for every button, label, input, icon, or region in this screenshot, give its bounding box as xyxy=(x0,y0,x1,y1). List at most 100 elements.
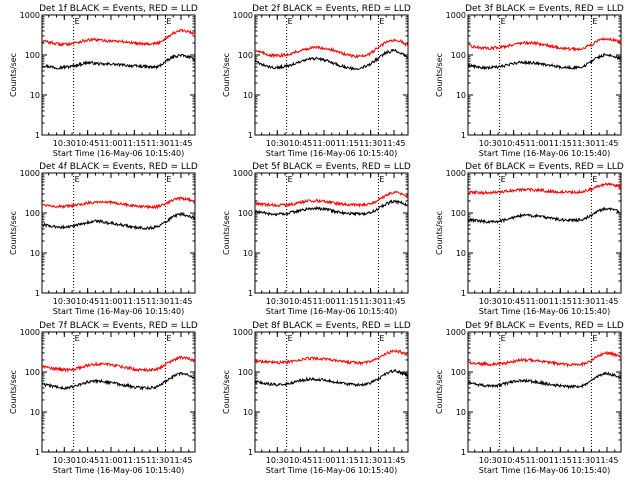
x-tick-label: 11:15 xyxy=(336,456,359,465)
x-axis-label: Start Time (16-May-06 10:15:40) xyxy=(53,466,184,475)
event-marker-label: E xyxy=(501,334,506,343)
x-tick-label: 11:45 xyxy=(382,297,405,306)
x-tick-label: 11:30 xyxy=(146,456,169,465)
series-line-lld xyxy=(255,190,409,209)
x-tick-label: 11:45 xyxy=(382,456,405,465)
x-tick-label: 10:30 xyxy=(266,297,289,306)
x-tick-label: 11:15 xyxy=(123,297,146,306)
panel-title: Det 4f BLACK = Events, RED = LLD xyxy=(39,162,198,172)
series-line-events xyxy=(467,53,622,71)
plot-frame xyxy=(467,331,622,453)
series-line-lld xyxy=(254,38,409,59)
panel-det-2f: Det 2f BLACK = Events, RED = LLD 1 10 100 10… xyxy=(222,4,411,158)
y-tick-label: 10 xyxy=(243,408,253,417)
x-tick-label: 11:45 xyxy=(595,456,618,465)
x-tick-label: 10:30 xyxy=(53,456,76,465)
y-tick-label: 10 xyxy=(30,249,40,258)
event-marker-label: E xyxy=(379,17,384,26)
y-axis-label: Counts/sec xyxy=(435,211,444,255)
x-tick-label: 11:30 xyxy=(572,297,595,306)
series-line-lld xyxy=(467,36,622,52)
x-tick-label: 10:30 xyxy=(266,139,289,148)
plot-frame xyxy=(254,14,409,136)
y-tick-label: 10 xyxy=(456,91,466,100)
panel-title: Det 1f BLACK = Events, RED = LLD xyxy=(39,4,198,14)
y-tick-label: 10 xyxy=(243,91,253,100)
plot-frame xyxy=(254,172,409,294)
event-marker-label: E xyxy=(288,175,293,184)
x-tick-label: 11:00 xyxy=(525,297,548,306)
series-line-events xyxy=(254,48,409,71)
panel-title: Det 2f BLACK = Events, RED = LLD xyxy=(252,4,411,14)
event-marker-label: E xyxy=(379,175,384,184)
event-marker-label: E xyxy=(592,17,597,26)
x-tick-label: 11:15 xyxy=(123,456,146,465)
y-tick-label: 1000 xyxy=(446,169,466,178)
y-tick-label: 1000 xyxy=(20,169,40,178)
x-tick-label: 11:30 xyxy=(359,139,382,148)
x-tick-label: 11:00 xyxy=(99,139,122,148)
x-tick-label: 11:15 xyxy=(123,139,146,148)
y-tick-label: 100 xyxy=(451,51,466,60)
x-tick-label: 10:30 xyxy=(479,297,502,306)
series-line-lld xyxy=(467,182,622,196)
series-line-events xyxy=(467,206,622,225)
series-line-events xyxy=(254,199,409,217)
y-tick-label: 1 xyxy=(461,448,466,457)
x-tick-label: 11:30 xyxy=(572,456,595,465)
x-tick-label: 11:30 xyxy=(359,456,382,465)
panel-det-7f: Det 7f BLACK = Events, RED = LLD 1 10 100 10… xyxy=(9,321,198,475)
y-tick-label: 1000 xyxy=(233,328,253,337)
y-tick-label: 100 xyxy=(238,368,253,377)
x-tick-label: 11:30 xyxy=(572,139,595,148)
panel-det-8f: Det 8f BLACK = Events, RED = LLD 1 10 100 10… xyxy=(222,321,411,475)
x-axis-label: Start Time (16-May-06 10:15:40) xyxy=(479,307,610,316)
y-tick-label: 1000 xyxy=(446,328,466,337)
panel-title: Det 8f BLACK = Events, RED = LLD xyxy=(252,321,411,331)
series-line-events xyxy=(254,368,409,388)
x-tick-label: 10:30 xyxy=(266,456,289,465)
series-line-events xyxy=(467,371,622,390)
x-tick-label: 11:00 xyxy=(99,297,122,306)
panel-title: Det 9f BLACK = Events, RED = LLD xyxy=(465,321,624,331)
y-tick-label: 10 xyxy=(456,249,466,258)
y-tick-label: 100 xyxy=(238,51,253,60)
y-tick-label: 1 xyxy=(35,289,40,298)
x-tick-label: 10:30 xyxy=(53,139,76,148)
series-line-lld xyxy=(254,348,409,366)
y-axis-label: Counts/sec xyxy=(222,370,231,414)
y-tick-label: 1 xyxy=(461,289,466,298)
x-tick-label: 11:15 xyxy=(549,297,572,306)
x-axis-label: Start Time (16-May-06 10:15:40) xyxy=(266,149,397,158)
x-tick-label: 11:45 xyxy=(169,297,192,306)
y-tick-label: 1 xyxy=(248,448,253,457)
y-axis-label: Counts/sec xyxy=(222,211,231,255)
event-marker-label: E xyxy=(166,17,171,26)
panel-det-5f: Det 5f BLACK = Events, RED = LLD 1 10 100 10… xyxy=(222,162,411,316)
plot-frame xyxy=(254,331,409,453)
x-tick-label: 10:45 xyxy=(502,139,525,148)
x-tick-label: 11:00 xyxy=(525,456,548,465)
y-axis-label: Counts/sec xyxy=(435,370,444,414)
event-marker-label: E xyxy=(592,334,597,343)
x-tick-label: 11:00 xyxy=(99,456,122,465)
x-axis-label: Start Time (16-May-06 10:15:40) xyxy=(53,149,184,158)
event-marker-label: E xyxy=(592,175,597,184)
plot-frame xyxy=(467,172,622,294)
x-tick-label: 11:00 xyxy=(312,139,335,148)
x-tick-label: 11:45 xyxy=(595,297,618,306)
x-tick-label: 11:15 xyxy=(549,456,572,465)
x-tick-label: 10:45 xyxy=(289,297,312,306)
x-tick-label: 11:00 xyxy=(312,297,335,306)
y-tick-label: 1 xyxy=(248,289,253,298)
series-line-events xyxy=(41,211,196,231)
y-tick-label: 10 xyxy=(456,408,466,417)
y-tick-label: 100 xyxy=(451,209,466,218)
y-tick-label: 1000 xyxy=(233,169,253,178)
x-tick-label: 11:45 xyxy=(169,456,192,465)
panel-det-6f: Det 6f BLACK = Events, RED = LLD 1 10 100 10… xyxy=(435,162,624,316)
event-marker-label: E xyxy=(501,175,506,184)
event-marker-label: E xyxy=(166,334,171,343)
y-tick-label: 100 xyxy=(25,209,40,218)
